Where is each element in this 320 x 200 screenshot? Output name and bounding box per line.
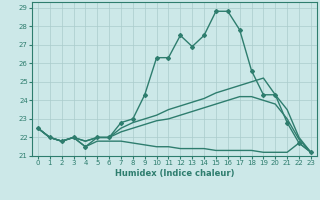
X-axis label: Humidex (Indice chaleur): Humidex (Indice chaleur) bbox=[115, 169, 234, 178]
